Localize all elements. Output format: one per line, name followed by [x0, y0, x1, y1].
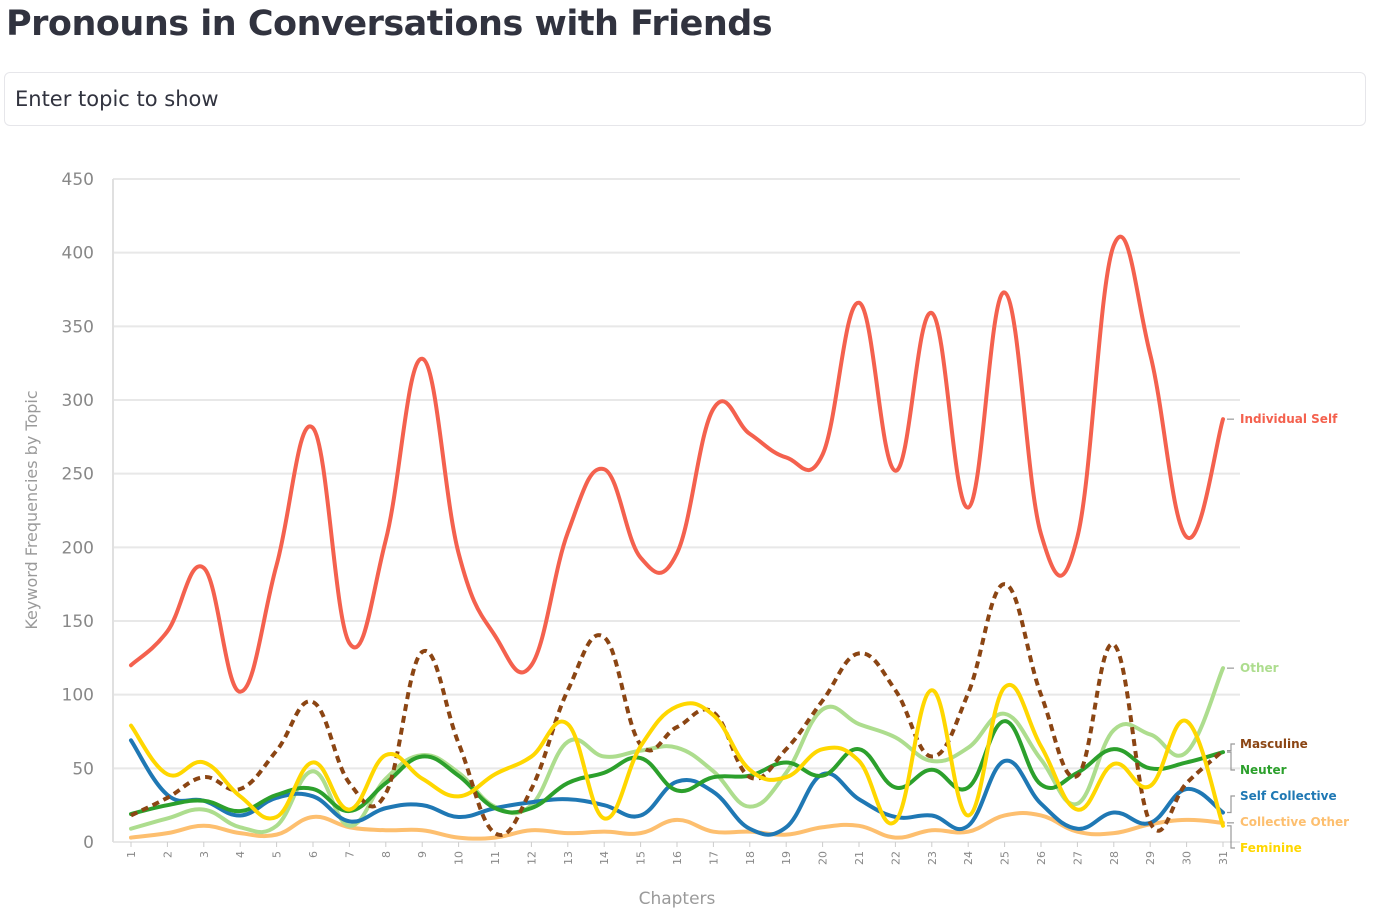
series-line-self-collective: [129, 738, 1225, 837]
label-connector: [1227, 795, 1235, 814]
x-axis-title: Chapters: [639, 889, 716, 909]
x-tick-label: 6: [307, 851, 320, 858]
series-label-feminine: Feminine: [1240, 841, 1302, 855]
x-tick-label: 20: [817, 851, 830, 865]
x-tick-label: 19: [780, 851, 793, 865]
x-tick-label: 2: [161, 851, 174, 858]
page-title: Pronouns in Conversations with Friends: [6, 4, 773, 44]
x-tick-label: 13: [562, 851, 575, 865]
label-connector: [1227, 825, 1235, 849]
x-tick-label: 26: [1035, 851, 1048, 865]
topic-input[interactable]: Enter topic to show: [4, 72, 1366, 126]
x-tick-label: 25: [999, 851, 1012, 865]
x-tick-label: 17: [707, 851, 720, 865]
y-tick-label: 0: [83, 833, 94, 853]
x-tick-label: 9: [416, 851, 429, 858]
y-tick-label: 350: [62, 317, 94, 337]
y-tick-label: 200: [62, 538, 94, 558]
series-label-self-collective: Self Collective: [1240, 789, 1337, 803]
x-tick-label: 11: [489, 851, 502, 865]
y-tick-label: 150: [62, 612, 94, 632]
x-tick-label: 5: [271, 851, 284, 858]
x-tick-label: 14: [598, 851, 611, 865]
series-label-collective-other: Collective Other: [1240, 815, 1349, 829]
series-line-masculine: [130, 582, 1225, 837]
series-line-collective-other: [129, 811, 1225, 841]
label-connector: [1227, 743, 1235, 752]
x-tick-label: 3: [198, 851, 211, 858]
x-tick-label: 15: [635, 851, 648, 865]
series-labels: Individual Self Other Masculine Neuter Self …: [1227, 412, 1349, 855]
x-tick-label: 21: [853, 851, 866, 865]
series-label-neuter: Neuter: [1240, 763, 1287, 777]
series-label-masculine: Masculine: [1240, 737, 1308, 751]
x-tick-label: 30: [1181, 851, 1194, 865]
y-tick-label: 450: [62, 170, 94, 190]
y-tick-label: 250: [62, 465, 94, 485]
y-tick-label: 100: [62, 686, 94, 706]
x-tick-label: 18: [744, 851, 757, 865]
x-axis: 1 2 3 4 5 6 7 8 9 10 11 12 13 14 15 16 17 18 19 20 21 22 23 24 2…: [125, 842, 1230, 865]
series-line-neuter: [129, 719, 1225, 817]
x-tick-label: 7: [343, 851, 356, 858]
series-label-individual-self: Individual Self: [1240, 412, 1338, 426]
x-tick-label: 16: [671, 851, 684, 865]
x-tick-label: 10: [453, 851, 466, 865]
x-tick-label: 31: [1217, 851, 1230, 865]
x-tick-label: 23: [926, 851, 939, 865]
series-line-other: [129, 666, 1225, 835]
x-tick-label: 29: [1144, 851, 1157, 865]
x-tick-label: 22: [889, 851, 902, 865]
x-tick-label: 28: [1108, 851, 1121, 865]
x-tick-label: 4: [234, 851, 247, 858]
topic-input-text: Enter topic to show: [15, 87, 219, 111]
grid: [113, 178, 1240, 843]
x-tick-label: 8: [380, 851, 393, 858]
x-tick-label: 24: [962, 851, 975, 865]
series-line-feminine: [129, 682, 1225, 828]
y-tick-label: 300: [62, 391, 94, 411]
x-tick-label: 27: [1071, 851, 1084, 865]
x-tick-label: 1: [125, 851, 138, 858]
y-axis-title: Keyword Frequencies by Topic: [22, 390, 41, 629]
y-tick-label: 50: [72, 759, 94, 779]
y-axis: 0 50 100 150 200 250 300 350 400 450: [62, 170, 114, 853]
series-line-individual-self: [129, 234, 1225, 694]
series-label-other: Other: [1240, 661, 1279, 675]
series-lines: [129, 234, 1225, 841]
label-connector: [1227, 751, 1235, 771]
x-tick-label: 12: [525, 851, 538, 865]
y-tick-label: 400: [62, 244, 94, 264]
